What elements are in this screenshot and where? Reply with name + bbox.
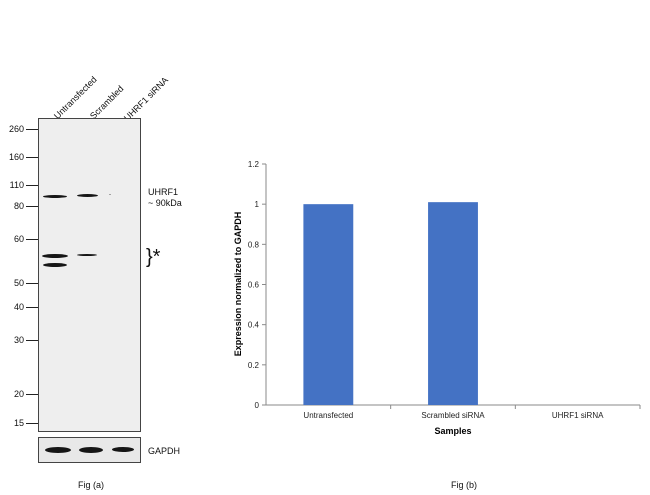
nonspecific-band-marker: }*: [146, 246, 161, 268]
band-uhrf1-scrambled: [77, 194, 98, 197]
x-axis-label: Samples: [434, 426, 471, 436]
y-tick-label: 0.2: [248, 361, 260, 370]
target-label: UHRF1 ~ 90kDa: [148, 187, 182, 209]
band-uhrf1-untransfected: [43, 195, 67, 198]
mw-marker-260: 260: [8, 124, 24, 134]
bar-untransfected: [303, 204, 354, 405]
band-gapdh-sirna: [112, 447, 134, 452]
mw-tick-60: [26, 239, 38, 240]
mw-marker-20: 20: [13, 389, 24, 399]
mw-tick-30: [26, 340, 38, 341]
bar-scrambled-sirna: [428, 202, 478, 405]
y-tick-label: 1.2: [248, 160, 260, 169]
band-lower2-untransfected: [43, 263, 67, 267]
target-size: ~ 90kDa: [148, 198, 182, 208]
mw-tick-40: [26, 307, 38, 308]
fig-b-caption: Fig (b): [451, 480, 478, 490]
x-category-label: UHRF1 siRNA: [552, 411, 604, 420]
gapdh-label: GAPDH: [148, 446, 181, 456]
mw-marker-15: 15: [13, 418, 24, 428]
mw-tick-15: [26, 423, 38, 424]
target-name: UHRF1: [148, 187, 179, 197]
band-uhrf1-sirna-trace: [109, 194, 111, 195]
x-category-label: Untransfected: [303, 411, 353, 420]
y-tick-label: 0.6: [248, 281, 260, 290]
y-tick-label: 0.4: [248, 321, 260, 330]
band-gapdh-untransfected: [45, 447, 71, 453]
mw-tick-50: [26, 283, 38, 284]
y-axis-label: Expression normalized to GAPDH: [233, 212, 243, 357]
blot-membrane: [38, 118, 141, 432]
mw-marker-110: 110: [9, 180, 24, 190]
mw-tick-20: [26, 394, 38, 395]
mw-tick-110: [26, 185, 38, 186]
band-lower1-untransfected: [42, 254, 68, 258]
mw-marker-160: 160: [8, 152, 24, 162]
band-gapdh-scrambled: [79, 447, 103, 453]
mw-marker-80: 80: [13, 201, 24, 211]
mw-tick-160: [26, 157, 38, 158]
band-lower1-scrambled: [77, 254, 97, 256]
y-tick-label: 1: [255, 200, 260, 209]
x-category-label: Scrambled siRNA: [421, 411, 485, 420]
mw-tick-80: [26, 206, 38, 207]
y-tick-label: 0: [255, 401, 260, 410]
mw-marker-30: 30: [13, 335, 24, 345]
mw-marker-40: 40: [13, 302, 24, 312]
mw-marker-60: 60: [13, 234, 24, 244]
mw-marker-50: 50: [13, 278, 24, 288]
fig-a-caption: Fig (a): [78, 480, 105, 490]
mw-tick-260: [26, 129, 38, 130]
gapdh-membrane: [38, 437, 141, 463]
y-tick-label: 0.8: [248, 240, 260, 249]
